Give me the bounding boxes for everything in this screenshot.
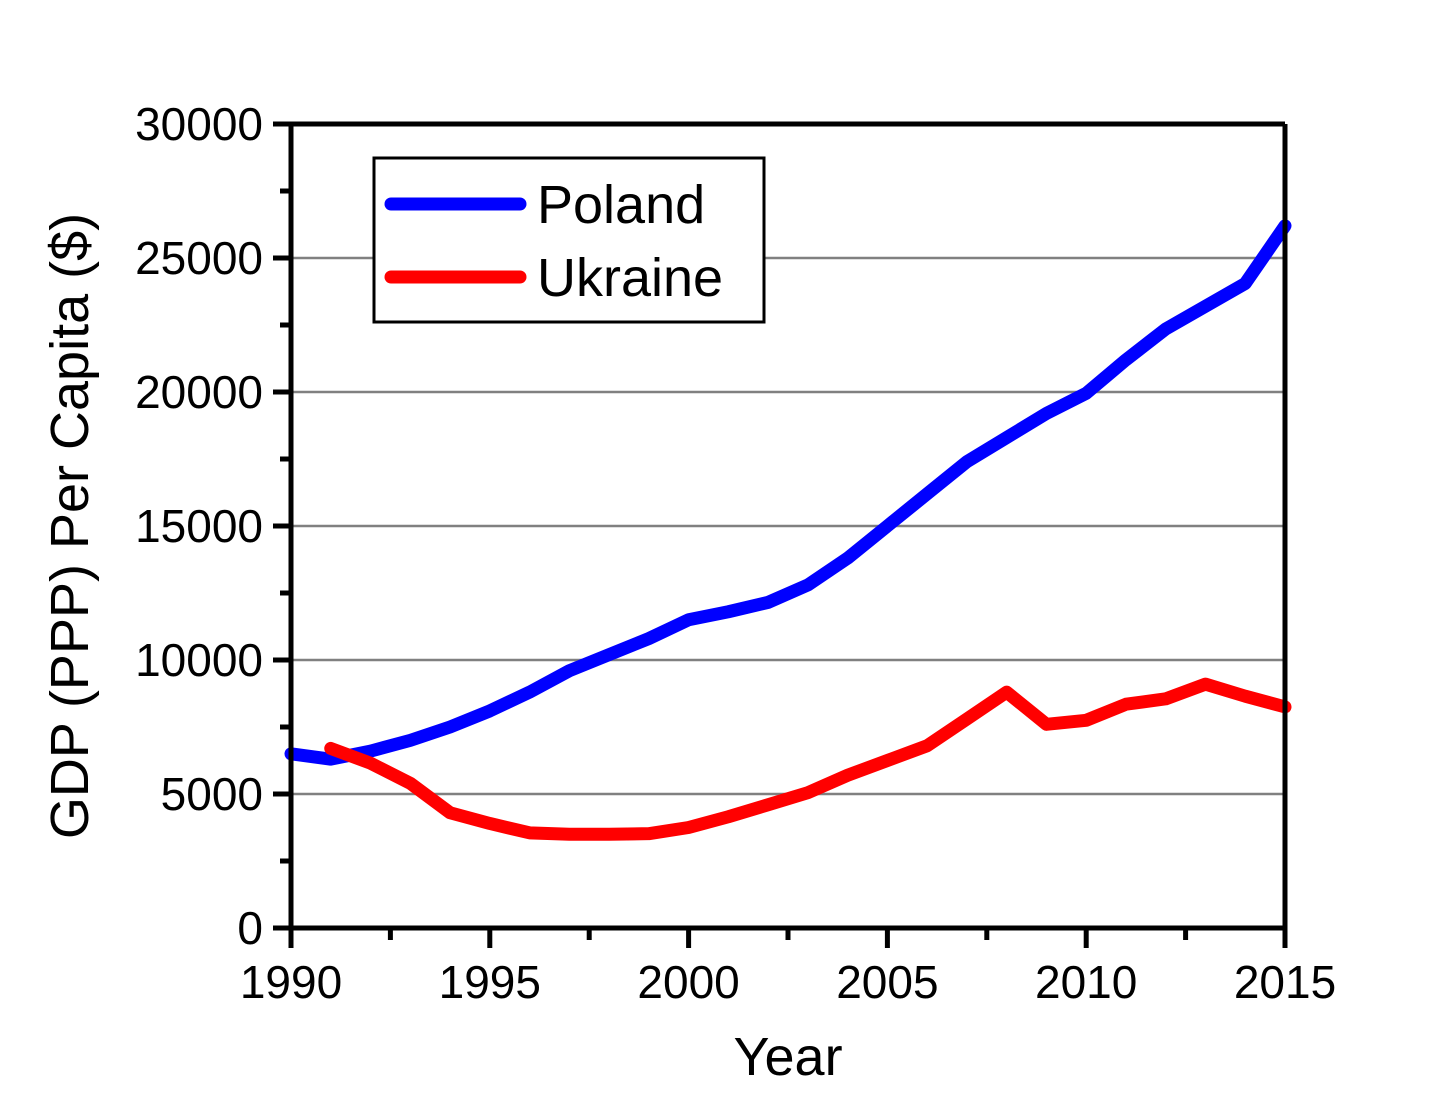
y-tick-label-10000: 10000 — [135, 634, 263, 686]
x-tick-label-2000: 2000 — [637, 956, 739, 1008]
x-tick-label-2010: 2010 — [1035, 956, 1137, 1008]
y-axis-ticks — [273, 121, 291, 931]
y-tick-label-5000: 5000 — [161, 768, 263, 820]
y-tick-label-30000: 30000 — [135, 98, 263, 150]
y-tick-label-20000: 20000 — [135, 366, 263, 418]
x-axis-ticks — [288, 928, 1288, 948]
chart-legend: Poland Ukraine — [372, 156, 766, 324]
legend-label-poland: Poland — [537, 175, 705, 235]
y-axis-tick-labels: 0 5000 10000 15000 20000 25000 30000 — [135, 98, 263, 954]
y-tick-label-0: 0 — [237, 902, 263, 954]
x-axis-tick-labels: 1990 1995 2000 2005 2010 2015 — [240, 956, 1336, 1008]
legend-label-ukraine: Ukraine — [537, 248, 723, 308]
y-axis-title: GDP (PPP) Per Capita ($) — [40, 213, 100, 839]
legend-box — [372, 156, 766, 324]
y-tick-label-25000: 25000 — [135, 232, 263, 284]
y-tick-label-15000: 15000 — [135, 500, 263, 552]
x-tick-label-2015: 2015 — [1234, 956, 1336, 1008]
series-line-poland — [284, 219, 1292, 766]
x-tick-label-1990: 1990 — [240, 956, 342, 1008]
series-layer — [284, 219, 1292, 841]
x-axis-title: Year — [733, 1027, 842, 1087]
x-tick-label-2005: 2005 — [836, 956, 938, 1008]
gridlines — [291, 256, 1285, 796]
series-line-ukraine — [324, 677, 1292, 841]
x-tick-label-1995: 1995 — [439, 956, 541, 1008]
